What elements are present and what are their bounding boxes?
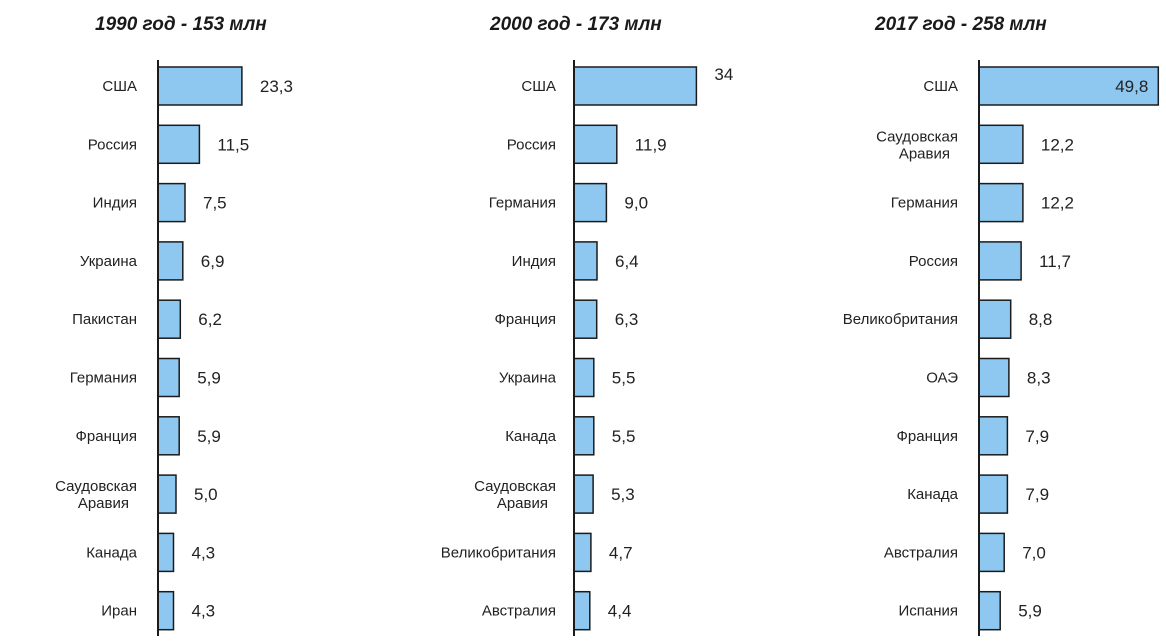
category-label: Австралия <box>482 603 556 620</box>
chart-title: 1990 год - 153 млн <box>95 14 267 35</box>
bar <box>157 590 175 631</box>
category-label: Австралия <box>884 544 958 561</box>
category-label: Пакистан <box>72 311 137 328</box>
bar <box>157 474 177 514</box>
bar <box>573 299 598 339</box>
bar <box>573 357 595 398</box>
value-label: 4,3 <box>192 543 216 562</box>
category-label: Индия <box>512 253 556 270</box>
value-label: 4,3 <box>192 602 216 621</box>
bar <box>978 357 1010 398</box>
category-label: Иран <box>101 603 137 620</box>
chart-title: 2000 год - 173 млн <box>489 14 662 35</box>
value-label: 23,3 <box>260 77 293 96</box>
category-label: Саудовская Аравия <box>474 478 556 512</box>
value-label: 4,7 <box>609 543 633 562</box>
value-label: 4,4 <box>608 602 632 621</box>
category-label: Германия <box>489 195 556 212</box>
bar <box>978 474 1009 514</box>
value-label: 11,7 <box>1039 252 1071 271</box>
category-label: Франция <box>495 311 556 328</box>
bar <box>157 532 175 573</box>
category-label: Индия <box>93 195 137 212</box>
value-label: 6,2 <box>198 310 222 329</box>
value-label: 11,5 <box>217 135 249 154</box>
bar <box>573 66 698 106</box>
value-label: 6,9 <box>201 252 225 271</box>
category-label: Россия <box>909 253 958 270</box>
bar <box>978 299 1012 339</box>
bar-chart-3: 2017 год - 258 млн США 49,8 Саудовская Арави… <box>843 14 1160 636</box>
category-label: США <box>102 78 137 95</box>
bar <box>157 66 243 106</box>
category-label: Германия <box>891 195 958 212</box>
value-label: 7,9 <box>1025 485 1049 504</box>
category-label: Франция <box>76 428 137 445</box>
value-label: 49,8 <box>1115 77 1148 96</box>
bar <box>978 416 1009 456</box>
value-label: 34 <box>714 65 733 84</box>
bar <box>573 416 595 456</box>
category-label: Испания <box>898 603 958 620</box>
category-label: США <box>521 78 556 95</box>
value-label: 5,0 <box>194 485 218 504</box>
bar-chart-1: 1990 год - 153 млн США 23,3 Россия 11,5 Индия… <box>55 14 293 636</box>
bar <box>978 532 1005 573</box>
bar <box>573 182 608 223</box>
category-label: Россия <box>507 136 556 153</box>
bar <box>978 590 1001 631</box>
value-label: 5,9 <box>1018 602 1042 621</box>
value-label: 11,9 <box>635 135 667 154</box>
value-label: 7,9 <box>1025 427 1049 446</box>
value-label: 5,9 <box>197 369 221 388</box>
value-label: 5,5 <box>612 427 636 446</box>
value-label: 5,9 <box>197 427 221 446</box>
bar <box>157 416 180 456</box>
value-label: 12,2 <box>1041 194 1074 213</box>
bar <box>157 182 186 223</box>
value-label: 7,0 <box>1022 543 1046 562</box>
bar <box>157 357 180 398</box>
value-label: 8,3 <box>1027 369 1051 388</box>
category-label: Канада <box>86 544 137 561</box>
value-label: 9,0 <box>624 194 648 213</box>
chart-title: 2017 год - 258 млн <box>874 14 1047 35</box>
bar <box>573 474 594 514</box>
value-label: 5,3 <box>611 485 635 504</box>
category-label: Украина <box>80 253 138 270</box>
bar <box>978 182 1024 223</box>
category-label: Саудовская Аравия <box>876 128 958 162</box>
value-label: 5,5 <box>612 369 636 388</box>
category-label: Канада <box>907 486 958 503</box>
bar <box>157 299 182 339</box>
category-label: ОАЭ <box>926 370 958 387</box>
category-label: Саудовская Аравия <box>55 478 137 512</box>
bar <box>573 124 618 165</box>
value-label: 6,4 <box>615 252 639 271</box>
bar-chart-2: 2000 год - 173 млн США 34 Россия 11,9 Германи… <box>441 14 733 636</box>
bar <box>157 241 184 281</box>
category-label: США <box>923 78 958 95</box>
bar <box>157 124 201 165</box>
value-label: 8,8 <box>1029 310 1053 329</box>
category-label: Великобритания <box>843 311 958 328</box>
bar <box>573 532 592 573</box>
bar <box>978 124 1024 165</box>
bar <box>978 241 1022 281</box>
category-label: Россия <box>88 136 137 153</box>
bar <box>573 241 598 281</box>
category-label: Украина <box>499 370 557 387</box>
category-label: Великобритания <box>441 544 556 561</box>
value-label: 6,3 <box>615 310 639 329</box>
category-label: Франция <box>897 428 958 445</box>
bar <box>573 590 591 631</box>
value-label: 7,5 <box>203 194 227 213</box>
value-label: 12,2 <box>1041 135 1074 154</box>
category-label: Канада <box>505 428 556 445</box>
category-label: Германия <box>70 370 137 387</box>
